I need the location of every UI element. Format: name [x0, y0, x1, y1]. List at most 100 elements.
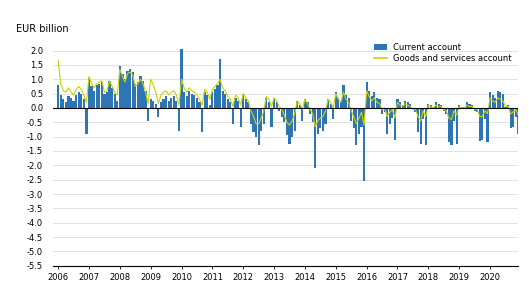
Bar: [201, 108, 203, 132]
Legend: Current account, Goods and services account: Current account, Goods and services acco…: [371, 40, 514, 66]
Bar: [180, 49, 183, 108]
Bar: [458, 105, 460, 108]
Bar: [150, 99, 152, 108]
Bar: [75, 95, 77, 108]
Bar: [353, 108, 355, 128]
Bar: [378, 99, 380, 108]
Bar: [165, 97, 167, 108]
Bar: [126, 71, 129, 108]
Bar: [384, 108, 386, 112]
Bar: [481, 108, 484, 140]
Bar: [517, 108, 519, 134]
Bar: [173, 97, 175, 108]
Bar: [162, 99, 165, 108]
Bar: [527, 89, 529, 108]
Bar: [160, 102, 162, 108]
Bar: [466, 102, 468, 108]
Bar: [67, 97, 69, 108]
Bar: [340, 101, 342, 108]
Bar: [371, 97, 373, 108]
Bar: [296, 101, 298, 108]
Bar: [479, 108, 481, 141]
Bar: [489, 92, 491, 108]
Bar: [407, 102, 409, 108]
Bar: [461, 107, 463, 108]
Bar: [155, 104, 157, 108]
Bar: [260, 108, 262, 131]
Bar: [219, 59, 221, 108]
Bar: [320, 108, 322, 128]
Bar: [515, 108, 517, 117]
Bar: [486, 108, 489, 143]
Bar: [80, 94, 83, 108]
Bar: [278, 108, 280, 111]
Bar: [389, 108, 391, 124]
Bar: [348, 98, 350, 108]
Bar: [237, 101, 239, 108]
Bar: [422, 108, 424, 119]
Bar: [216, 85, 218, 108]
Bar: [520, 108, 522, 244]
Bar: [509, 108, 512, 128]
Bar: [440, 105, 442, 108]
Bar: [502, 94, 504, 108]
Bar: [443, 108, 445, 111]
Bar: [106, 92, 108, 108]
Bar: [57, 85, 59, 108]
Bar: [234, 98, 236, 108]
Bar: [381, 108, 383, 114]
Bar: [507, 105, 509, 108]
Bar: [327, 99, 329, 108]
Bar: [453, 108, 455, 121]
Bar: [476, 108, 478, 112]
Bar: [324, 108, 326, 124]
Bar: [222, 91, 224, 108]
Bar: [62, 99, 65, 108]
Bar: [247, 102, 250, 108]
Bar: [139, 76, 141, 108]
Bar: [98, 84, 101, 108]
Bar: [134, 84, 136, 108]
Bar: [83, 99, 85, 108]
Bar: [170, 98, 172, 108]
Bar: [450, 108, 453, 145]
Bar: [211, 92, 214, 108]
Bar: [276, 102, 278, 108]
Bar: [183, 92, 185, 108]
Bar: [448, 108, 450, 143]
Bar: [209, 105, 211, 108]
Bar: [430, 105, 432, 108]
Bar: [157, 108, 160, 117]
Bar: [432, 107, 434, 108]
Bar: [196, 98, 198, 108]
Bar: [72, 101, 75, 108]
Bar: [103, 94, 105, 108]
Bar: [198, 102, 200, 108]
Bar: [332, 108, 334, 119]
Bar: [93, 91, 95, 108]
Bar: [288, 108, 290, 144]
Bar: [402, 105, 404, 108]
Bar: [214, 89, 216, 108]
Bar: [368, 91, 370, 108]
Bar: [291, 108, 293, 137]
Bar: [60, 95, 62, 108]
Bar: [265, 98, 268, 108]
Bar: [484, 108, 486, 119]
Bar: [229, 102, 232, 108]
Bar: [101, 82, 103, 108]
Bar: [270, 108, 272, 127]
Bar: [65, 102, 67, 108]
Bar: [404, 101, 406, 108]
Bar: [299, 105, 301, 108]
Bar: [399, 102, 401, 108]
Bar: [363, 108, 365, 181]
Bar: [345, 95, 347, 108]
Bar: [152, 101, 154, 108]
Bar: [302, 108, 304, 121]
Bar: [232, 108, 234, 124]
Bar: [350, 108, 352, 121]
Bar: [522, 82, 525, 108]
Bar: [317, 108, 319, 134]
Bar: [268, 102, 270, 108]
